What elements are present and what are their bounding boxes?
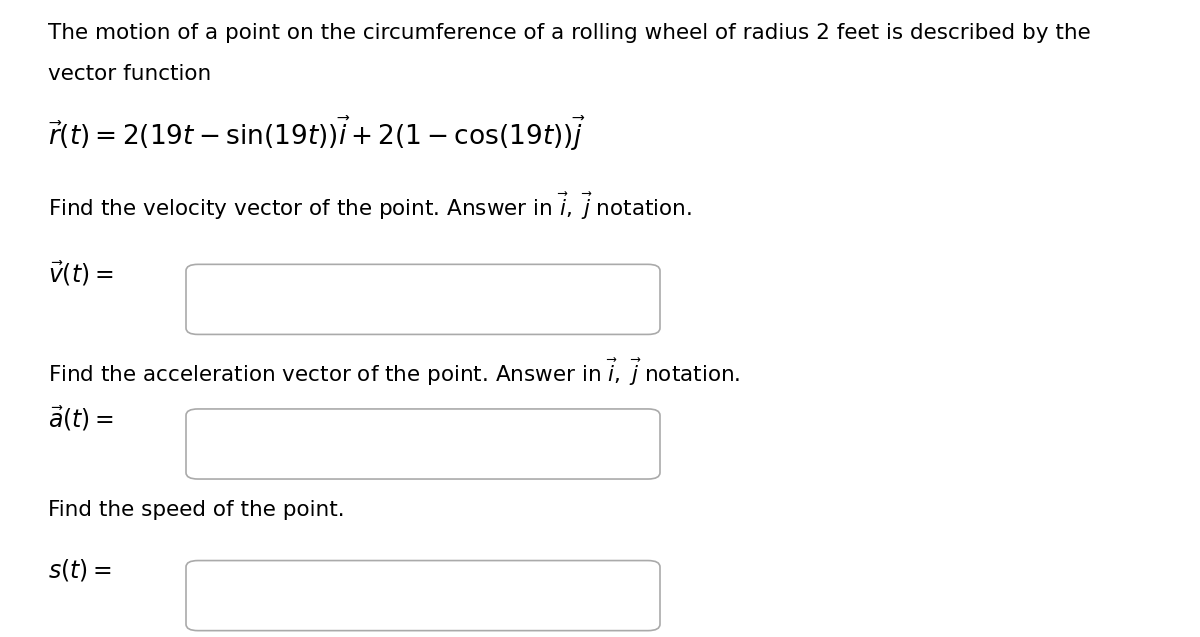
Text: Find the velocity vector of the point. Answer in $\vec{i},\ \vec{j}$ notation.: Find the velocity vector of the point. A…: [48, 191, 692, 222]
FancyBboxPatch shape: [186, 264, 660, 334]
Text: $\vec{v}(t) =$: $\vec{v}(t) =$: [48, 259, 114, 288]
FancyBboxPatch shape: [186, 561, 660, 631]
Text: Find the speed of the point.: Find the speed of the point.: [48, 500, 344, 520]
Text: Find the acceleration vector of the point. Answer in $\vec{i},\ \vec{j}$ notatio: Find the acceleration vector of the poin…: [48, 357, 740, 388]
Text: The motion of a point on the circumference of a rolling wheel of radius 2 feet i: The motion of a point on the circumferen…: [48, 23, 1091, 43]
Text: $s(t) =$: $s(t) =$: [48, 557, 112, 583]
FancyBboxPatch shape: [186, 409, 660, 479]
Text: $\vec{r}(t) = 2(19t - \sin(19t))\vec{i} + 2(1 - \cos(19t))\vec{j}$: $\vec{r}(t) = 2(19t - \sin(19t))\vec{i} …: [48, 115, 586, 153]
Text: vector function: vector function: [48, 64, 211, 83]
Text: $\vec{a}(t) =$: $\vec{a}(t) =$: [48, 404, 114, 433]
